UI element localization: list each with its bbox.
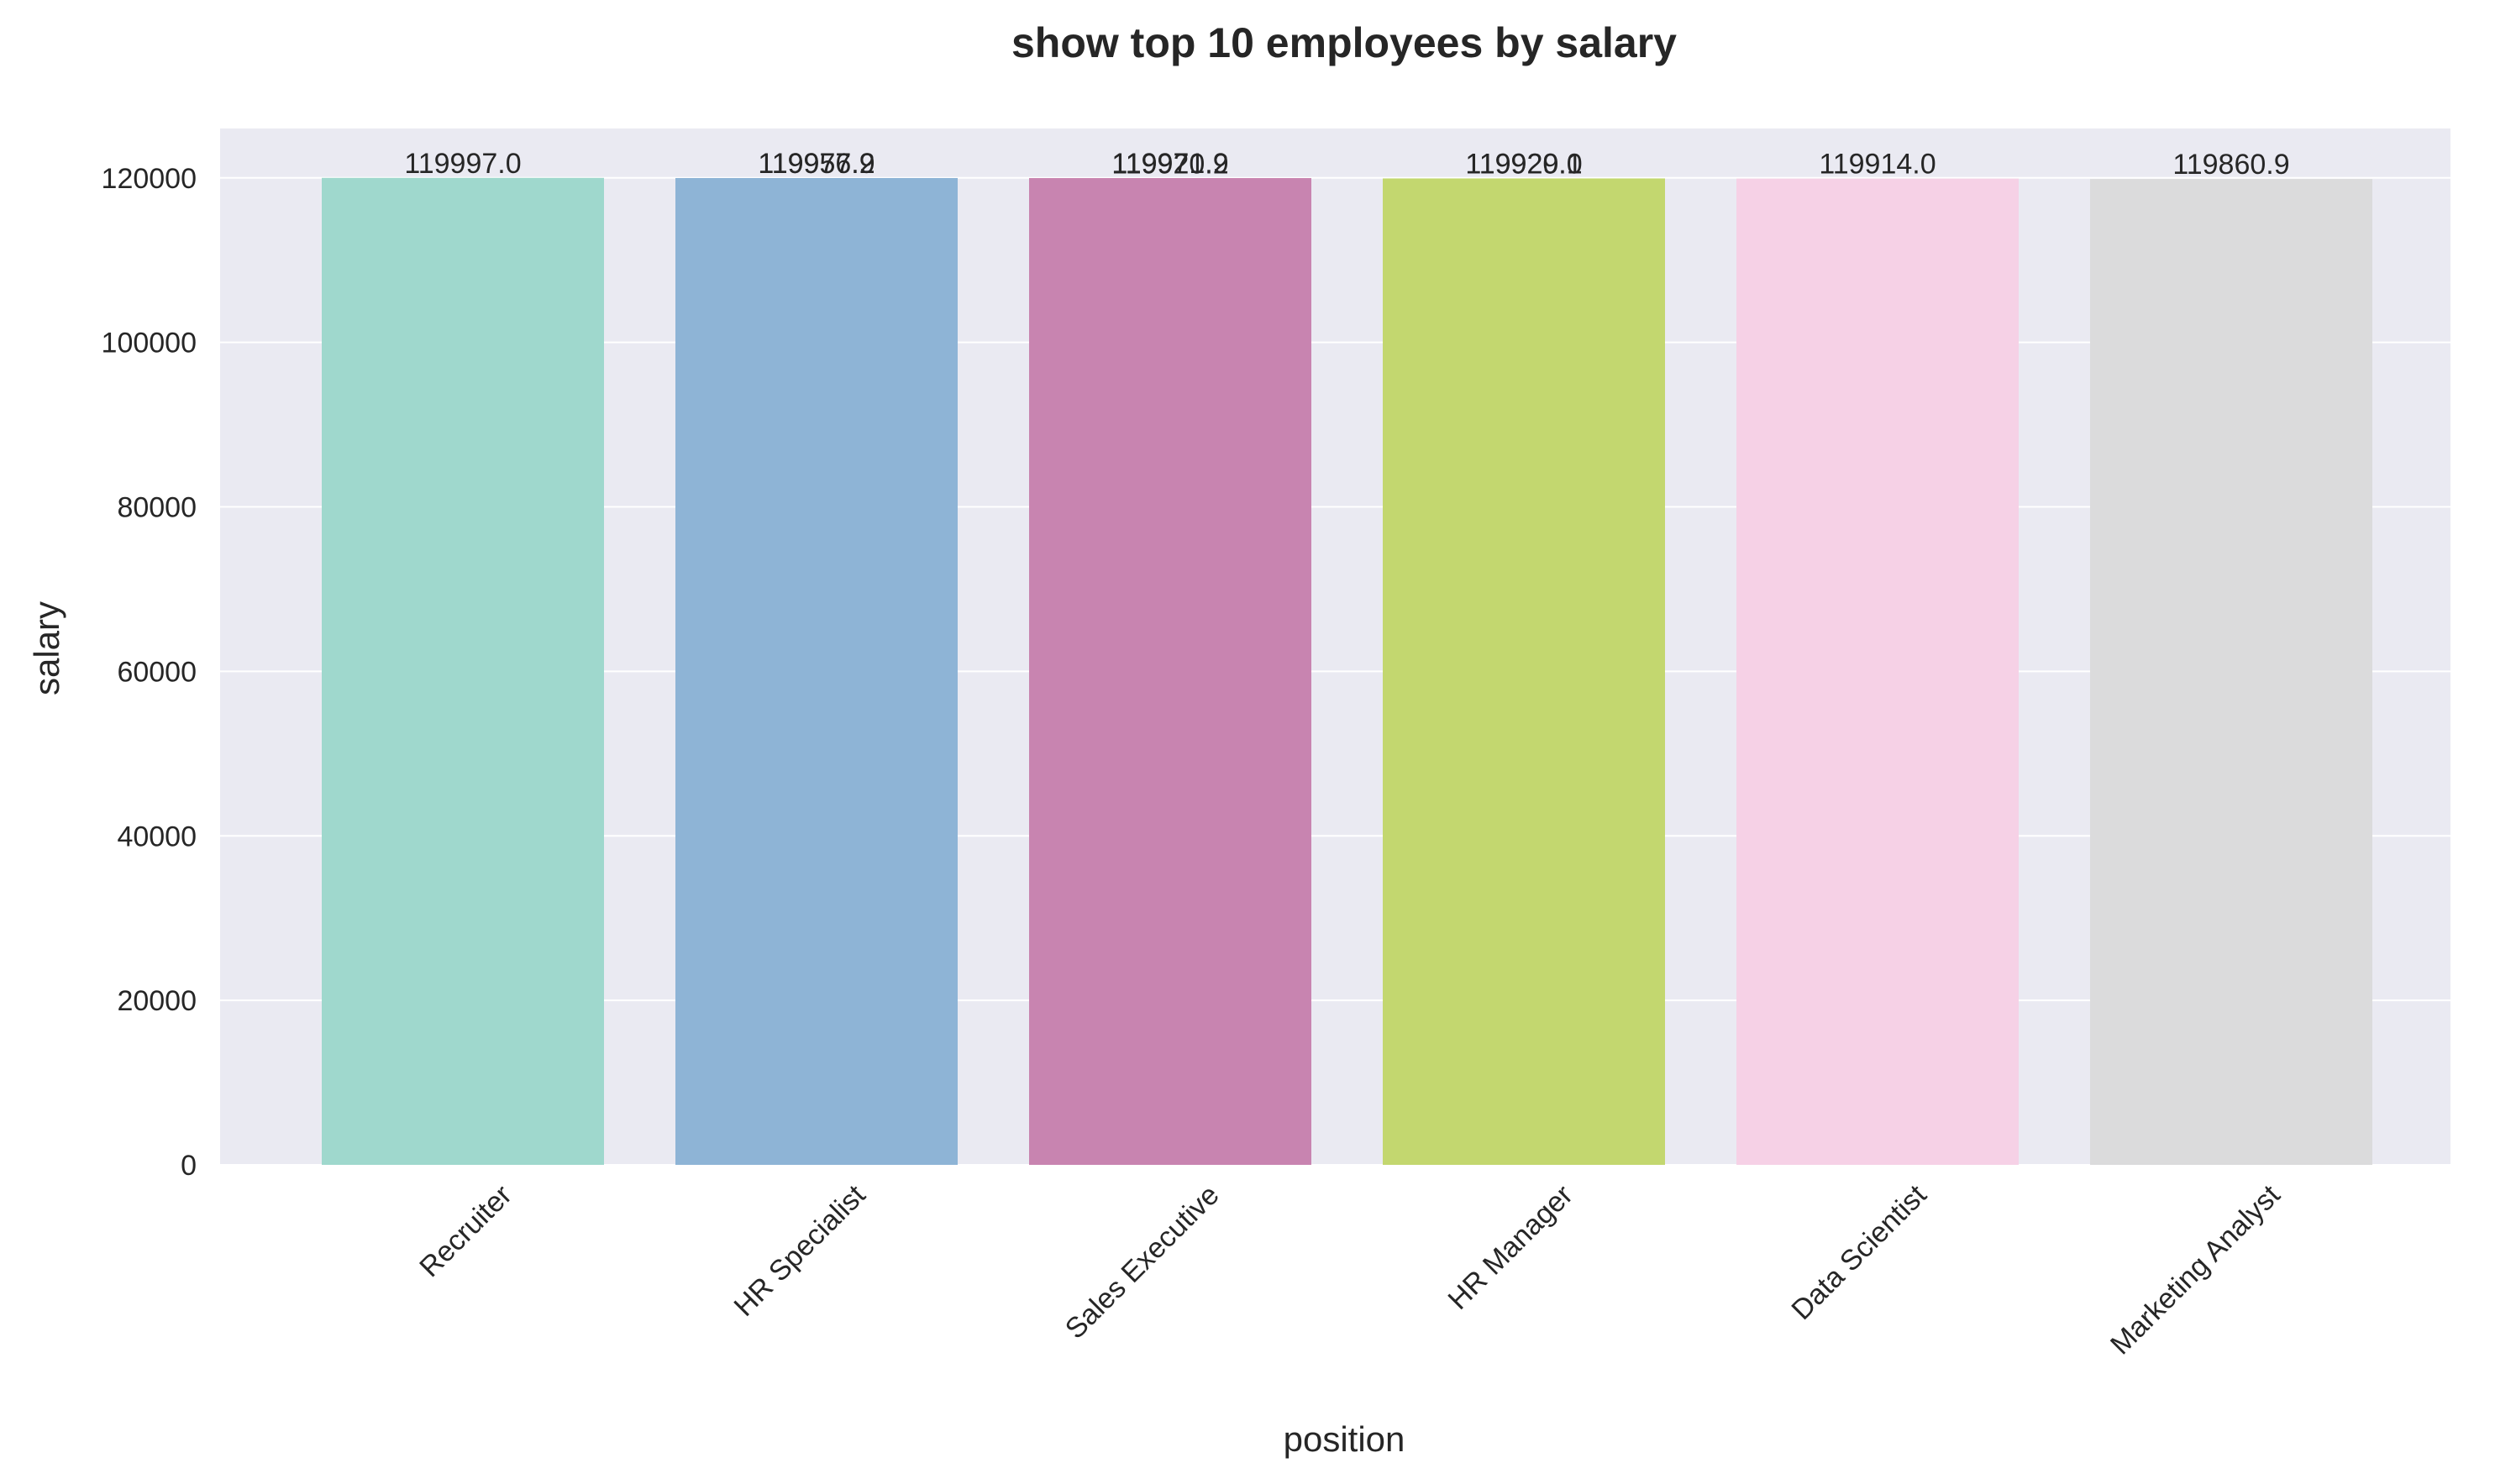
bar-sales-executive	[1029, 178, 1311, 1165]
y-tick-label-6: 120000	[102, 163, 197, 195]
data-label-1: 119977.9	[758, 148, 875, 180]
y-tick-label-2: 40000	[117, 821, 197, 852]
x-tick-label-marketing-analyst: Marketing Analyst	[2104, 1178, 2287, 1361]
x-tick-label-hr-manager: HR Manager	[1442, 1179, 1578, 1316]
data-label-8: 119860.9	[2172, 149, 2289, 181]
x-axis-label: position	[1284, 1419, 1405, 1459]
data-label-4: 119920.2	[1111, 149, 1228, 181]
y-tick-label-4: 80000	[117, 492, 197, 524]
y-axis-ticks: 0 20000 40000 60000 80000 100000 120000	[102, 163, 197, 1182]
data-label-3: 119971.9	[1111, 148, 1228, 180]
bar-hr-manager	[1383, 178, 1665, 1165]
y-tick-label-3: 60000	[117, 656, 197, 688]
data-label-0: 119997.0	[404, 148, 521, 180]
bar-data-scientist	[1736, 178, 2019, 1166]
y-tick-label-0: 0	[181, 1150, 197, 1182]
x-axis-ticks: Recruiter HR Specialist Sales Executive HR …	[413, 1178, 2287, 1361]
x-tick-label-recruiter: Recruiter	[413, 1179, 517, 1283]
y-tick-label-1: 20000	[117, 985, 197, 1017]
data-label-2: 119956.2	[758, 148, 875, 180]
bars	[322, 177, 2372, 1166]
bar-recruiter	[322, 177, 604, 1166]
data-label-5: 119929.1	[1465, 148, 1582, 180]
y-axis-label: salary	[27, 601, 66, 695]
y-tick-label-5: 100000	[102, 328, 197, 359]
data-label-6: 119920.0	[1465, 149, 1582, 181]
x-tick-label-hr-specialist: HR Specialist	[727, 1178, 872, 1323]
data-label-7: 119914.0	[1819, 149, 1936, 181]
chart-title: show top 10 employees by salary	[1011, 19, 1677, 66]
bar-hr-specialist	[675, 177, 958, 1165]
x-tick-label-data-scientist: Data Scientist	[1785, 1178, 1933, 1326]
bar-marketing-analyst	[2090, 179, 2372, 1165]
x-tick-label-sales-executive: Sales Executive	[1059, 1179, 1226, 1345]
